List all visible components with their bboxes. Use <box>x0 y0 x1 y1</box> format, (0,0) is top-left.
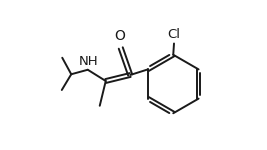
Text: Cl: Cl <box>167 28 180 41</box>
Text: O: O <box>115 29 125 43</box>
Text: NH: NH <box>78 55 98 68</box>
